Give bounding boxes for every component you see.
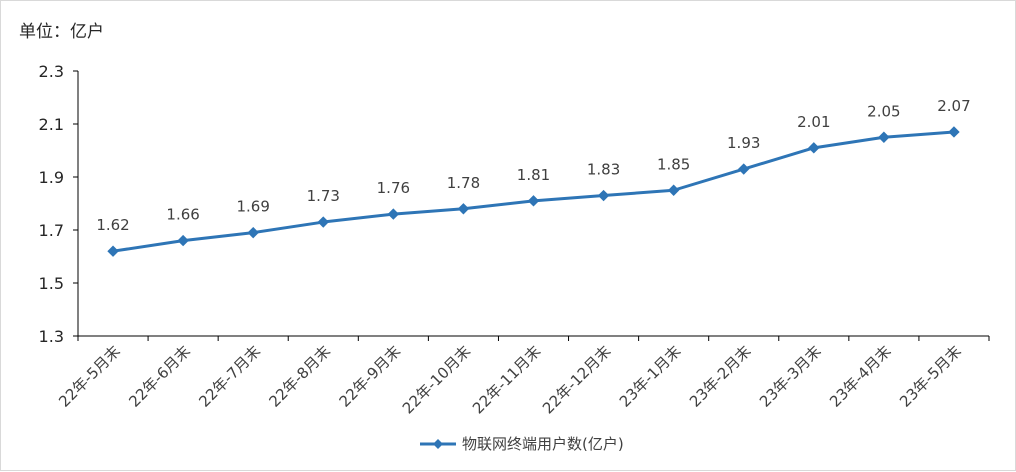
x-tick-label: 23年-5月末 xyxy=(896,342,965,411)
y-tick-label: 1.3 xyxy=(39,327,64,346)
data-point xyxy=(527,195,540,207)
data-point xyxy=(597,189,610,202)
data-point xyxy=(878,131,890,143)
data-label: 2.05 xyxy=(867,102,900,120)
x-tick-label: 22年-12月末 xyxy=(539,342,614,417)
data-label: 1.73 xyxy=(307,187,340,205)
x-tick-label: 22年-9月末 xyxy=(336,342,405,411)
x-tick-label: 22年-7月末 xyxy=(195,342,264,411)
x-tick-label: 22年-11月末 xyxy=(469,342,544,417)
data-label: 2.01 xyxy=(797,113,830,131)
x-tick-label: 23年-2月末 xyxy=(686,342,755,411)
data-point xyxy=(107,245,119,257)
y-axis: 1.3 1.5 1.7 1.9 2.1 2.3 xyxy=(39,62,79,346)
data-label: 1.78 xyxy=(447,174,480,192)
legend: 物联网终端用户数(亿户) xyxy=(420,435,624,453)
data-label: 1.85 xyxy=(657,155,690,173)
legend-marker xyxy=(433,439,443,449)
legend-label: 物联网终端用户数(亿户) xyxy=(462,435,624,453)
data-point xyxy=(457,203,470,215)
data-label: 1.83 xyxy=(587,161,620,179)
y-tick-label: 1.7 xyxy=(39,221,64,240)
data-label: 1.62 xyxy=(96,216,129,234)
y-tick-label: 2.3 xyxy=(39,62,64,81)
data-point xyxy=(387,208,400,220)
data-label: 1.66 xyxy=(166,206,199,224)
data-label: 1.81 xyxy=(517,166,550,184)
x-tick-label: 23年-1月末 xyxy=(616,342,685,411)
x-tick-label: 22年-5月末 xyxy=(55,342,124,411)
data-point xyxy=(177,234,189,247)
data-point xyxy=(808,142,820,154)
x-tick-label: 23年-4月末 xyxy=(826,342,895,411)
data-point xyxy=(738,163,750,175)
unit-label: 单位：亿户 xyxy=(19,22,104,42)
series-group xyxy=(107,126,960,257)
data-label: 2.07 xyxy=(937,97,970,115)
data-label: 1.93 xyxy=(727,134,760,152)
data-point xyxy=(948,126,960,138)
data-labels: 1.62 1.66 1.69 1.73 1.76 1.78 1.81 1.83 1.85 1.93… xyxy=(96,97,970,234)
x-tick-label: 22年-6月末 xyxy=(125,342,194,411)
data-point xyxy=(667,184,680,196)
data-point xyxy=(317,216,329,228)
x-tick-label: 23年-3月末 xyxy=(756,342,825,411)
data-label: 1.76 xyxy=(377,179,410,197)
data-point xyxy=(247,226,259,239)
y-tick-label: 1.5 xyxy=(39,274,64,293)
x-axis: 22年-5月末 22年-6月末 22年-7月末 22年-8月末 22年-9月末22年-1… xyxy=(55,335,990,417)
x-tick-label: 22年-8月末 xyxy=(265,342,334,411)
y-tick-label: 2.1 xyxy=(39,115,64,134)
data-label: 1.69 xyxy=(236,198,269,216)
series-line xyxy=(112,130,955,253)
y-tick-label: 1.9 xyxy=(39,168,64,187)
x-tick-label: 22年-10月末 xyxy=(399,342,474,417)
